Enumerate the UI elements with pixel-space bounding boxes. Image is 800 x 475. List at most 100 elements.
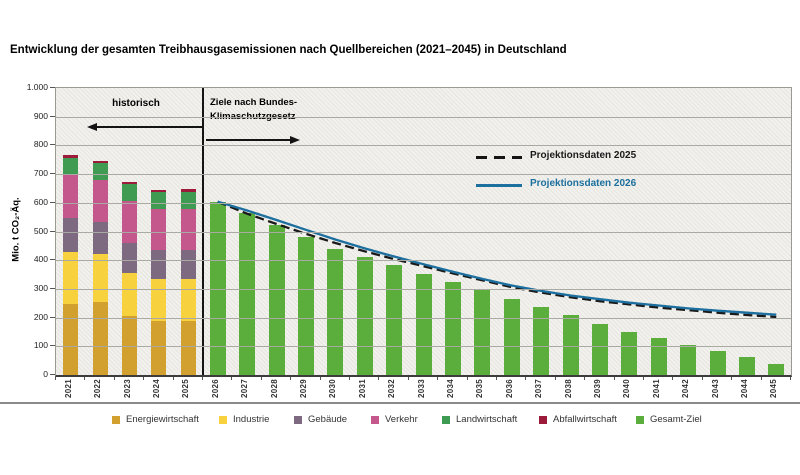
x-tick-label-2034: 2034 (445, 379, 455, 398)
bar-2024-segment-abfallwirtschaft (151, 189, 167, 192)
projection-2026-line-sample (476, 184, 522, 187)
x-tick (496, 376, 497, 380)
target-bar-2027 (239, 213, 256, 375)
historical-arrowhead-icon (87, 123, 97, 131)
legend-label-geb-ude: Gebäude (308, 414, 348, 425)
bar-2023-segment-landwirtschaft (122, 184, 137, 202)
target-bar-2032 (386, 265, 403, 375)
bar-2021-segment-industrie (63, 252, 79, 305)
legend-marker-gesamt-ziel-icon (636, 416, 644, 424)
x-tick (407, 376, 409, 380)
gridline-200 (56, 317, 791, 319)
y-tick-label: 300 (33, 282, 48, 293)
legend-label-verkehr: Verkehr (385, 414, 418, 425)
legend-marker-geb-ude-icon (294, 416, 302, 424)
x-tick-label-2031: 2031 (357, 379, 367, 398)
target-bar-2041 (650, 338, 667, 375)
gridline-900 (56, 116, 791, 118)
x-tick (643, 376, 644, 380)
x-tick (731, 376, 733, 380)
target-bar-2039 (591, 323, 608, 375)
x-tick (554, 376, 556, 380)
target-bar-2034 (444, 282, 461, 375)
x-tick (84, 376, 86, 380)
bar-2025-segment-landwirtschaft (180, 191, 196, 210)
x-tick-label-2038: 2038 (563, 379, 573, 398)
x-tick-label-2045: 2045 (769, 379, 779, 398)
projection-line-projektionsdaten-2026 (217, 200, 777, 316)
target-annotation-line2: Klimaschutzgesetz (210, 111, 296, 122)
x-tick (290, 376, 292, 380)
x-tick (437, 376, 439, 380)
y-tick-label: 600 (33, 196, 48, 207)
target-bar-2044 (738, 357, 755, 375)
legend-marker-abfallwirtschaft-icon (539, 416, 547, 424)
x-tick-label-2032: 2032 (387, 379, 397, 398)
y-tick (50, 87, 55, 88)
legend-separator (0, 402, 800, 404)
projection-2025-legend-label: Projektionsdaten 2025 (530, 150, 637, 161)
x-tick-label-2037: 2037 (534, 379, 544, 398)
x-tick (466, 376, 468, 380)
bar-2025-segment-abfallwirtschaft (180, 189, 196, 192)
bar-2024-segment-verkehr (151, 208, 167, 250)
target-bar-2042 (680, 344, 697, 375)
x-tick-label-2027: 2027 (240, 379, 250, 398)
bar-2023-segment-energiewirtschaft (122, 316, 137, 375)
gridline-800 (56, 145, 791, 147)
legend-marker-energiewirtschaft-icon (112, 416, 120, 424)
x-tick (143, 376, 145, 380)
x-tick (790, 376, 791, 380)
projection-2026-legend-label: Projektionsdaten 2026 (530, 178, 637, 189)
x-tick-label-2025: 2025 (181, 379, 191, 398)
bar-2024-segment-geb-ude (151, 249, 167, 279)
bar-2022-segment-landwirtschaft (92, 162, 108, 181)
y-tick-label: 800 (33, 139, 48, 150)
x-tick-label-2035: 2035 (475, 379, 485, 398)
bar-2025-segment-geb-ude (180, 249, 196, 280)
target-bar-2031 (356, 257, 373, 375)
target-bar-2037 (533, 306, 550, 375)
x-tick (172, 376, 174, 380)
legend-marker-landwirtschaft-icon (442, 416, 450, 424)
chart-title: Entwicklung der gesamten Treibhausgasemi… (10, 44, 567, 56)
legend-marker-verkehr-icon (371, 416, 379, 424)
bar-2023-segment-geb-ude (122, 243, 137, 273)
gridline-100 (56, 346, 791, 348)
bar-2023-segment-verkehr (122, 201, 137, 243)
x-tick-label-2044: 2044 (739, 379, 749, 398)
x-tick-label-2023: 2023 (122, 379, 132, 398)
x-tick-label-2028: 2028 (269, 379, 279, 398)
y-tick (50, 201, 55, 203)
target-bar-2043 (709, 350, 726, 375)
y-tick-label: 900 (33, 110, 48, 121)
legend-label-abfallwirtschaft: Abfallwirtschaft (553, 414, 617, 425)
projection-lines (217, 200, 777, 319)
x-tick-label-2029: 2029 (298, 379, 308, 398)
target-annotation: Ziele nach Bundes- Klimaschutzgesetz (210, 96, 297, 124)
target-bar-2035 (474, 290, 491, 375)
x-tick (260, 376, 262, 380)
x-tick (584, 376, 586, 380)
target-bar-2030 (327, 248, 344, 375)
bar-2024-segment-landwirtschaft (151, 191, 167, 209)
projection-line-projektionsdaten-2025 (217, 200, 777, 319)
y-tick (50, 173, 55, 175)
target-bar-2038 (562, 315, 579, 375)
y-tick (50, 230, 55, 232)
gridline-300 (56, 288, 791, 290)
target-arrow (206, 139, 290, 141)
target-bar-2029 (297, 236, 314, 375)
bar-2024-segment-energiewirtschaft (151, 321, 167, 375)
x-tick (349, 376, 350, 380)
bar-2025-segment-energiewirtschaft (180, 321, 196, 375)
y-tick (50, 259, 55, 261)
y-tick (50, 374, 55, 375)
x-tick (525, 376, 527, 380)
x-tick (613, 376, 615, 380)
x-tick (55, 376, 56, 380)
x-tick (113, 376, 115, 380)
x-tick (378, 376, 380, 380)
x-tick (319, 376, 321, 380)
bar-2022-segment-abfallwirtschaft (92, 160, 108, 163)
